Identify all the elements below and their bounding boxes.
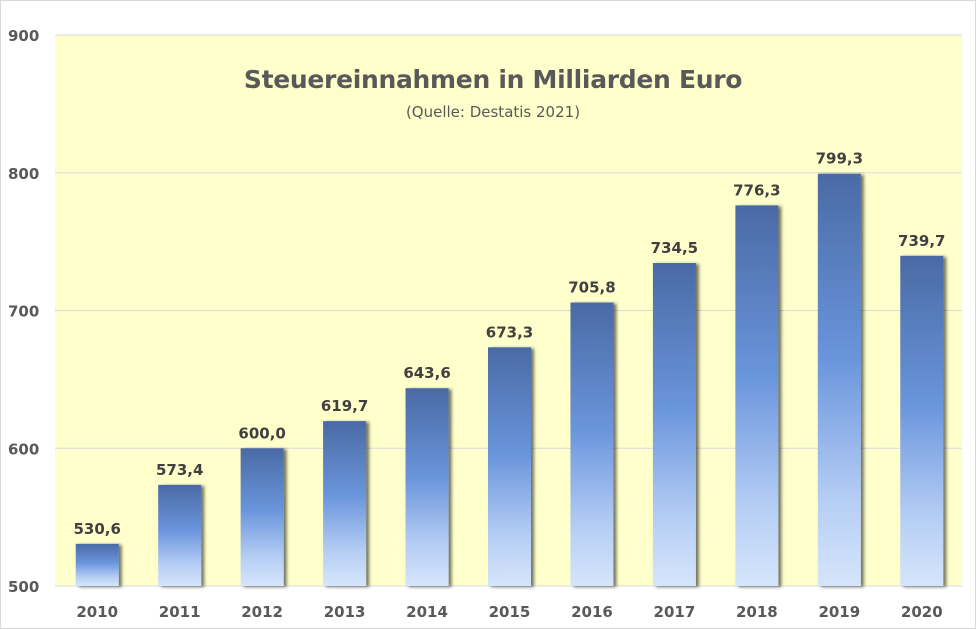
bar-2017 bbox=[652, 262, 696, 586]
y-tick-label-500: 500 bbox=[8, 578, 39, 596]
x-tick-label-2015: 2015 bbox=[489, 603, 531, 621]
data-label-2011: 573,4 bbox=[156, 461, 203, 479]
bar-2016 bbox=[570, 302, 614, 586]
x-tick-label-2013: 2013 bbox=[324, 603, 366, 621]
data-label-2018: 776,3 bbox=[733, 181, 780, 199]
data-label-2010: 530,6 bbox=[74, 520, 121, 538]
data-label-2014: 643,6 bbox=[403, 364, 450, 382]
chart-subtitle: (Quelle: Destatis 2021) bbox=[406, 103, 580, 121]
data-label-2013: 619,7 bbox=[321, 397, 368, 415]
x-tick-label-2019: 2019 bbox=[818, 603, 860, 621]
bars: 530,6 573,4 600,0 619,7 643,6 673,3 705,8 734,5… bbox=[74, 150, 945, 587]
x-axis: 2010 2011 2012 2013 2014 2015 2016 2017 2018 2019… bbox=[76, 603, 942, 621]
data-label-2012: 600,0 bbox=[238, 424, 285, 442]
data-label-2015: 673,3 bbox=[486, 323, 533, 341]
bar-2018 bbox=[735, 205, 779, 587]
bar-2020 bbox=[900, 255, 944, 587]
bar-2012 bbox=[240, 448, 284, 586]
x-tick-label-2017: 2017 bbox=[654, 603, 696, 621]
x-tick-label-2010: 2010 bbox=[76, 603, 118, 621]
y-axis: 500 600 700 800 900 bbox=[8, 27, 39, 596]
data-label-2016: 705,8 bbox=[568, 279, 615, 297]
bar-2013 bbox=[323, 421, 367, 586]
x-tick-label-2016: 2016 bbox=[571, 603, 613, 621]
data-label-2020: 739,7 bbox=[898, 232, 945, 250]
x-tick-label-2011: 2011 bbox=[159, 603, 201, 621]
x-tick-label-2020: 2020 bbox=[901, 603, 943, 621]
y-tick-label-900: 900 bbox=[8, 27, 39, 45]
chart-title: Steuereinnahmen in Milliarden Euro bbox=[244, 65, 742, 94]
bar-2011 bbox=[158, 484, 202, 586]
x-tick-label-2014: 2014 bbox=[406, 603, 448, 621]
y-tick-label-800: 800 bbox=[8, 165, 39, 183]
y-tick-label-600: 600 bbox=[8, 440, 39, 458]
x-tick-label-2018: 2018 bbox=[736, 603, 778, 621]
bar-2019 bbox=[817, 173, 861, 587]
data-label-2017: 734,5 bbox=[651, 239, 698, 257]
bar-2010 bbox=[75, 543, 119, 586]
data-label-2019: 799,3 bbox=[816, 150, 863, 168]
bar-2014 bbox=[405, 388, 449, 586]
y-tick-label-700: 700 bbox=[8, 303, 39, 321]
bar-2015 bbox=[488, 347, 531, 586]
x-tick-label-2012: 2012 bbox=[241, 603, 283, 621]
